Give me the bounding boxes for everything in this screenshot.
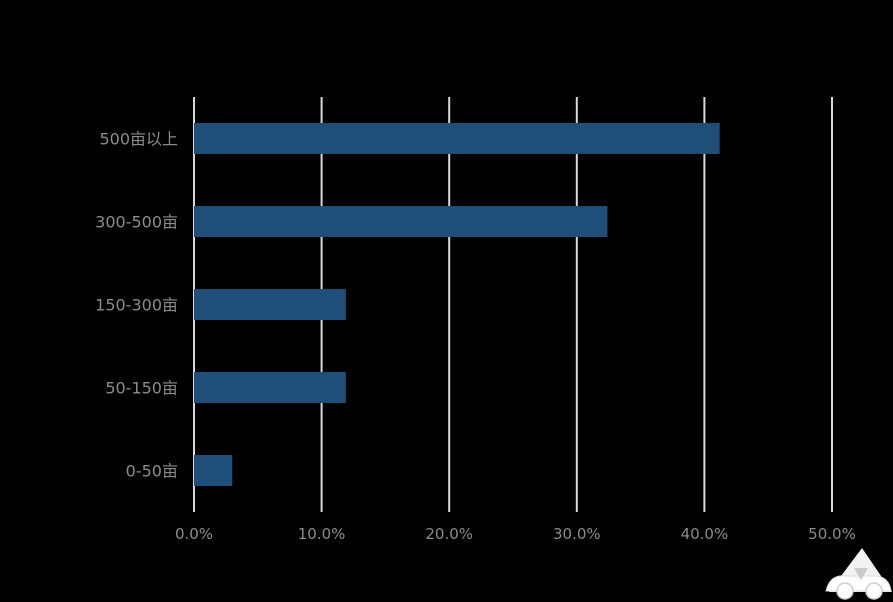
x-tick-label: 20.0% [425,525,473,543]
category-label: 50-150亩 [105,379,178,398]
category-label: 150-300亩 [95,296,178,315]
category-labels: 500亩以上 300-500亩 150-300亩 50-150亩 0-50亩 [95,130,178,481]
x-tick-label: 40.0% [681,525,729,543]
bars [194,123,720,486]
gridlines [193,97,833,512]
category-label: 500亩以上 [99,130,178,149]
bar [194,455,233,486]
bar [194,372,346,403]
bar [194,123,720,154]
watermark-logo-icon [825,548,892,600]
bar [194,206,608,237]
x-tick-label: 50.0% [808,525,856,543]
x-tick-labels: 0.0% 10.0% 20.0% 30.0% 40.0% 50.0% [175,525,856,543]
bar [194,289,346,320]
x-tick-label: 30.0% [553,525,601,543]
x-tick-label: 10.0% [298,525,346,543]
x-tick-label: 0.0% [175,525,213,543]
category-label: 300-500亩 [95,213,178,232]
category-label: 0-50亩 [126,462,178,481]
